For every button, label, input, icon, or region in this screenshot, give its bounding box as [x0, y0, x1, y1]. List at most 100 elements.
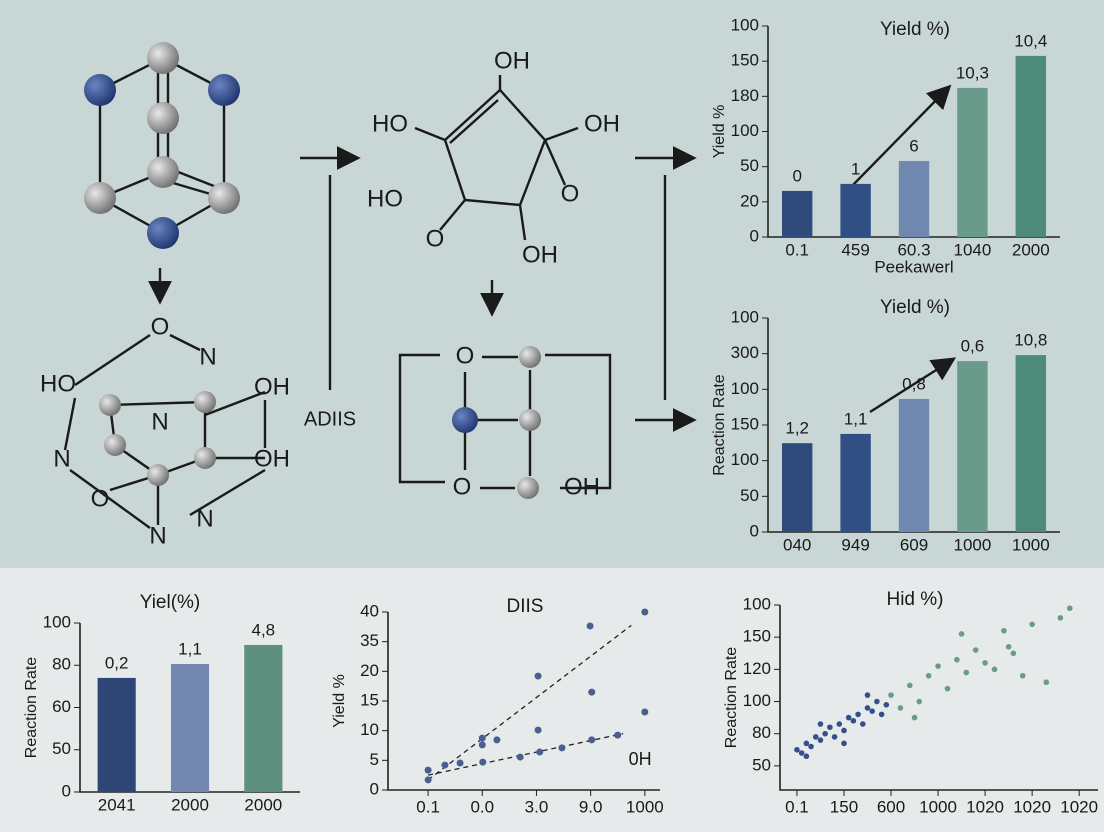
point [641, 708, 649, 716]
x-tick-label: 1000 [953, 535, 991, 554]
point [874, 698, 880, 705]
x-axis-label: Peekawerl [874, 257, 953, 276]
point [1005, 644, 1012, 650]
point [794, 746, 800, 753]
bar [97, 677, 136, 792]
bar [957, 361, 988, 532]
point [911, 714, 918, 721]
point [869, 708, 876, 714]
point [822, 730, 828, 737]
y-tick-label: 15 [360, 690, 379, 709]
y-tick-label: 35 [360, 631, 379, 650]
y-tick-label: 60 [52, 697, 71, 716]
point [1029, 621, 1035, 628]
y-tick-label: 50 [740, 486, 759, 505]
point [836, 721, 843, 727]
point [1010, 650, 1017, 657]
atom-label: OH [564, 473, 600, 500]
point [424, 776, 432, 784]
point [916, 698, 923, 705]
atom-label: O [151, 313, 170, 340]
atom-label: O [561, 180, 580, 207]
atom-label: N [53, 445, 70, 472]
atom-label: O [91, 485, 110, 512]
bar-label: 0,8 [902, 374, 926, 393]
atom-label: N [196, 505, 213, 532]
atom-label: OH [522, 241, 558, 268]
point [641, 608, 649, 616]
point [424, 766, 432, 774]
molecule-bottom-left: O N HO OH N N OH O N N [40, 313, 290, 549]
y-tick-label: 20 [740, 191, 759, 210]
bar-label: 10,4 [1014, 31, 1047, 50]
bar-label: 10,3 [956, 63, 989, 82]
bar [840, 183, 871, 237]
point [1019, 672, 1026, 679]
y-tick-label: 150 [731, 414, 759, 433]
process-label: ADIIS [304, 408, 356, 430]
trend-line [427, 624, 632, 781]
y-tick-label: 50 [52, 739, 71, 758]
y-tick-label: 150 [731, 51, 759, 70]
point [558, 744, 566, 752]
point [456, 759, 464, 767]
point [536, 748, 544, 756]
point [841, 740, 847, 747]
y-axis-label: Reaction Rate [23, 657, 40, 758]
point [907, 682, 913, 689]
point [1066, 605, 1073, 612]
y-tick-label: 40 [360, 601, 379, 620]
chart-title: Yield %) [880, 19, 950, 40]
bar [782, 443, 813, 532]
atom-label: OH [584, 110, 620, 137]
bar-label: 1 [851, 159, 860, 178]
point [954, 656, 960, 663]
atom-label: N [151, 408, 168, 435]
y-tick-label: 0 [370, 779, 379, 798]
point [859, 721, 866, 727]
y-tick-label: 180 [731, 86, 759, 105]
y-tick-label: 20 [360, 661, 379, 680]
x-tick-label: 949 [841, 535, 869, 554]
y-tick-label: 150 [743, 627, 771, 646]
point [841, 727, 847, 734]
point [586, 622, 594, 630]
bar-label: 0,6 [961, 337, 985, 356]
x-tick-label: 3.0 [525, 797, 549, 816]
y-axis-label: Yield % [711, 105, 728, 159]
y-tick-label: 80 [752, 723, 771, 742]
x-tick-label: 1000 [1012, 535, 1050, 554]
bar-label: 1,1 [178, 639, 202, 658]
point [808, 743, 814, 750]
point [855, 711, 861, 718]
chart-title: Yiel(%) [140, 592, 201, 613]
atom-label: HO [40, 370, 76, 397]
y-tick-label: 0 [750, 521, 759, 540]
point [588, 688, 596, 696]
x-tick-label: 2000 [1012, 240, 1050, 259]
y-tick-label: 100 [743, 691, 771, 710]
atom-label: OH [254, 445, 290, 472]
chart-title: DIIS [507, 596, 544, 617]
point [935, 663, 941, 669]
bar [957, 87, 988, 237]
flow-arrows: ADIIS [300, 84, 957, 432]
bar [1015, 55, 1046, 238]
y-tick-label: 5 [370, 750, 379, 769]
x-tick-label: 1000 [919, 797, 957, 816]
x-tick-label: 2000 [244, 795, 282, 814]
x-tick-label: 0.1 [785, 797, 809, 816]
x-tick-label: 0.0 [470, 797, 494, 816]
molecule-top-left [84, 42, 240, 305]
chart-title: Hid %) [886, 589, 943, 610]
y-tick-label: 100 [731, 121, 759, 140]
point [888, 692, 894, 698]
x-tick-label: 0.1 [416, 797, 440, 816]
atom-label: O [456, 342, 475, 369]
point [812, 734, 819, 740]
point [1057, 615, 1064, 621]
y-tick-label: 0 [62, 781, 71, 800]
chart-title: Yield %) [880, 297, 950, 318]
atom-label: HO [367, 185, 403, 212]
